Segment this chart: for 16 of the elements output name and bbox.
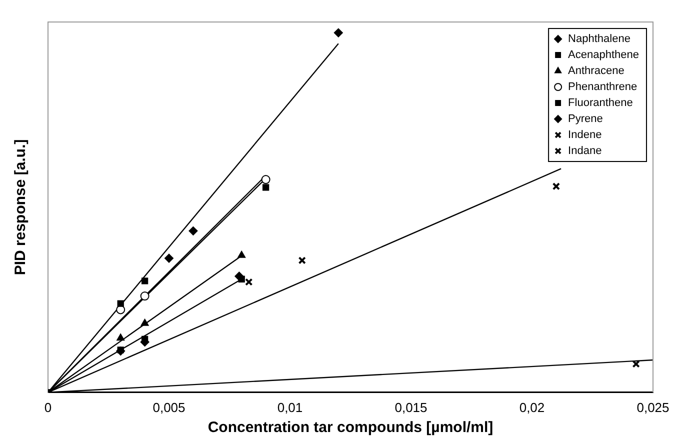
legend-label: Naphthalene <box>568 33 630 46</box>
x-tick-label: 0 <box>44 400 52 415</box>
legend-label: Fluoranthene <box>568 97 633 110</box>
x-tick-label: 0,025 <box>636 400 670 415</box>
x-axis-title: Concentration tar compounds [µmol/ml] <box>208 419 494 436</box>
x-tick-label: 0,02 <box>519 400 545 415</box>
legend-label: Indane <box>568 145 602 158</box>
legend-label: Indene <box>568 129 602 142</box>
legend-label: Phenanthrene <box>568 81 638 94</box>
legend-label: Acenaphthene <box>568 49 639 62</box>
legend-label: Anthracene <box>568 65 624 78</box>
legend-label: Pyrene <box>568 113 603 126</box>
x-tick-label: 0,01 <box>277 400 303 415</box>
y-axis-title: PID response [a.u.] <box>12 139 30 276</box>
x-tick-label: 0,005 <box>152 400 186 415</box>
x-tick-label: 0,015 <box>394 400 428 415</box>
